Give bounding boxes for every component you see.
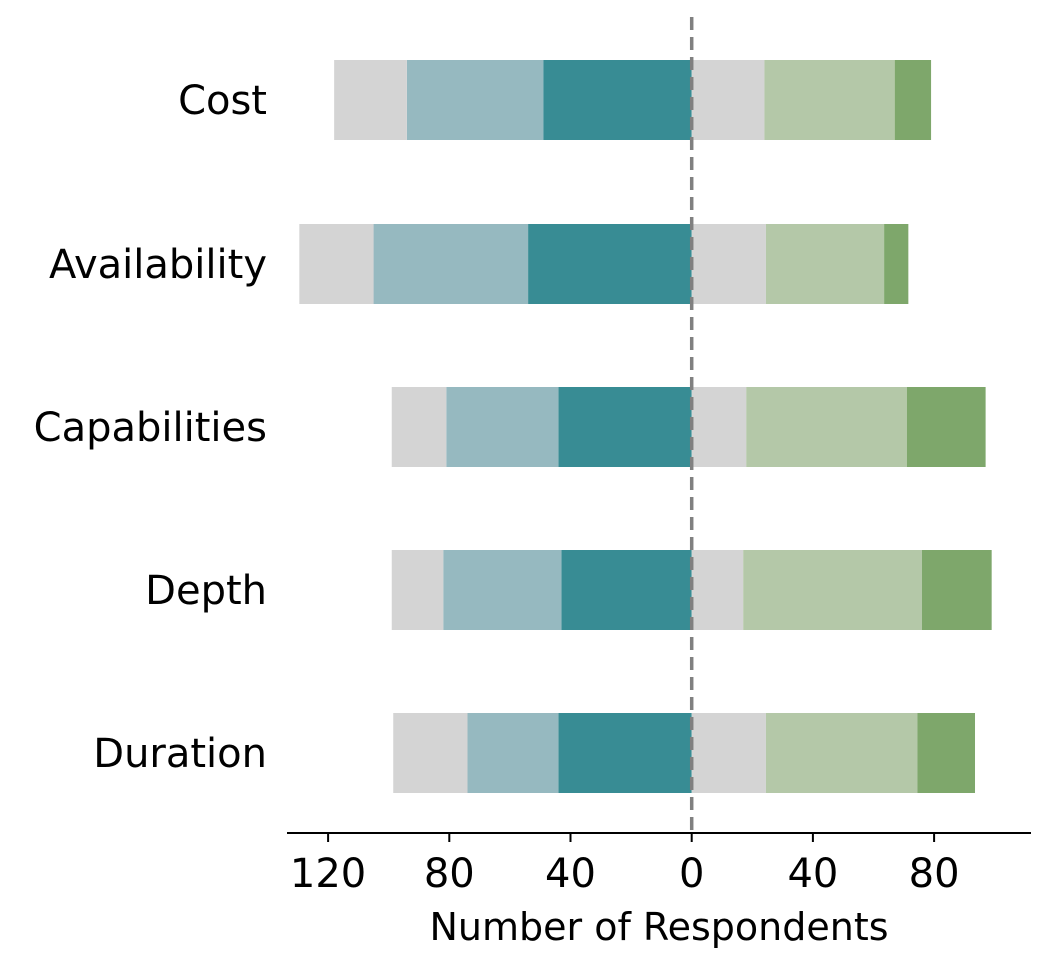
bar-segment-duration-0: [558, 713, 692, 793]
bar-segment-capabilities-1: [446, 387, 559, 467]
bar-segment-cost-0: [543, 60, 692, 140]
x-tick-label: 80: [909, 851, 960, 897]
bar-segment-capabilities-3: [691, 387, 747, 467]
bar-segment-cost-5: [894, 60, 932, 140]
bar-segment-depth-4: [743, 550, 922, 630]
x-ticks-group: 120 80 40 0 40 80: [290, 833, 960, 897]
x-tick-label: 0: [679, 851, 704, 897]
bar-segment-capabilities-2: [391, 387, 447, 467]
bar-segment-availability-2: [299, 224, 374, 304]
category-label-duration: Duration: [93, 731, 267, 777]
bar-segment-depth-5: [921, 550, 992, 630]
bar-segment-cost-2: [334, 60, 407, 140]
bar-segment-depth-2: [391, 550, 444, 630]
category-labels: Cost Availability Capabilities Depth Duratio…: [34, 78, 267, 777]
category-label-availability: Availability: [49, 242, 267, 288]
bar-segment-depth-3: [691, 550, 744, 630]
bar-segment-availability-5: [884, 224, 909, 304]
bar-segment-cost-1: [406, 60, 544, 140]
x-tick-label: 40: [787, 851, 838, 897]
x-axis-title: Number of Respondents: [429, 905, 888, 949]
x-tick-label: 120: [290, 851, 366, 897]
bar-segment-capabilities-4: [746, 387, 907, 467]
bar-segment-cost-3: [691, 60, 765, 140]
category-label-depth: Depth: [145, 568, 267, 614]
bar-segment-capabilities-5: [906, 387, 986, 467]
bar-segment-availability-0: [528, 224, 692, 304]
bar-segment-depth-0: [561, 550, 692, 630]
category-label-cost: Cost: [178, 78, 267, 124]
bar-segment-duration-4: [765, 713, 918, 793]
bar-segment-duration-5: [917, 713, 976, 793]
bar-segment-duration-1: [467, 713, 559, 793]
bar-segment-cost-4: [764, 60, 895, 140]
category-label-capabilities: Capabilities: [34, 405, 267, 451]
x-tick-label: 40: [545, 851, 596, 897]
bar-segment-capabilities-0: [558, 387, 692, 467]
bar-segment-availability-3: [691, 224, 766, 304]
bar-segment-duration-2: [393, 713, 468, 793]
bar-segment-availability-4: [765, 224, 885, 304]
bar-segment-duration-3: [691, 713, 766, 793]
x-tick-label: 80: [424, 851, 475, 897]
bar-segment-depth-1: [443, 550, 562, 630]
bars-group: [299, 60, 992, 793]
bar-segment-availability-1: [373, 224, 529, 304]
